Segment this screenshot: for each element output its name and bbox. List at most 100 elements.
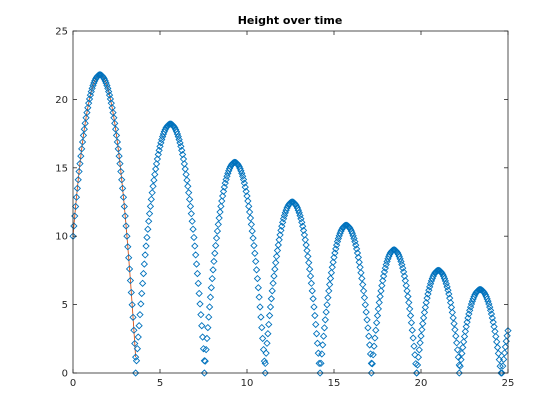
data-markers [69, 71, 512, 377]
data-point-marker [208, 274, 216, 283]
data-point-marker [111, 119, 119, 127]
data-point-marker [324, 294, 332, 302]
data-point-marker [149, 182, 157, 190]
data-point-marker [77, 152, 85, 160]
data-point-marker [152, 165, 160, 173]
y-tick-label: 25 [55, 27, 68, 38]
data-point-marker [132, 369, 140, 377]
data-point-marker [120, 202, 128, 211]
data-point-marker [306, 272, 315, 280]
data-point-marker [423, 294, 431, 302]
data-point-marker [266, 303, 275, 311]
data-point-marker [362, 308, 370, 316]
data-point-marker [185, 189, 193, 197]
data-point-marker [358, 274, 366, 283]
data-point-marker [220, 183, 229, 191]
data-point-marker [328, 263, 336, 271]
data-point-marker [399, 268, 408, 276]
data-point-marker [369, 351, 377, 359]
data-point-marker [138, 279, 147, 288]
data-point-marker [76, 159, 84, 168]
axes [72, 30, 509, 374]
data-point-marker [249, 234, 257, 242]
data-point-marker [245, 208, 254, 216]
data-point-marker [320, 324, 329, 332]
data-point-marker [84, 104, 92, 112]
data-point-marker [405, 298, 413, 307]
data-point-marker [303, 246, 311, 255]
data-point-marker [443, 283, 451, 291]
data-point-marker [494, 349, 503, 358]
data-point-marker [124, 243, 132, 251]
data-point-marker [306, 265, 314, 273]
data-point-marker [463, 318, 471, 326]
data-point-marker [145, 217, 153, 225]
data-point-marker [139, 269, 148, 278]
data-point-marker [451, 326, 459, 334]
axes-box [72, 30, 509, 374]
data-point-marker [234, 161, 242, 169]
data-point-marker [352, 241, 360, 249]
data-point-marker [308, 287, 316, 295]
data-point-marker [299, 222, 307, 230]
data-point-marker [215, 214, 223, 222]
data-point-marker [408, 326, 416, 334]
data-point-marker [176, 139, 184, 147]
data-point-marker [99, 73, 108, 82]
data-point-marker [458, 349, 466, 358]
data-point-marker [259, 334, 267, 343]
data-point-marker [497, 369, 505, 377]
data-point-marker [201, 357, 209, 365]
data-point-marker [376, 292, 384, 301]
data-point-marker [144, 225, 152, 233]
data-point-marker [252, 257, 260, 266]
y-tick-label: 0 [62, 369, 68, 380]
data-point-marker [125, 254, 133, 262]
data-point-marker [312, 320, 320, 329]
data-point-marker [483, 295, 491, 303]
data-point-marker [407, 319, 416, 327]
data-point-marker [450, 319, 458, 328]
data-point-marker [445, 290, 453, 298]
data-point-marker [204, 323, 212, 332]
data-point-marker [276, 231, 284, 239]
data-point-marker [442, 280, 450, 288]
data-point-marker [486, 303, 494, 311]
data-point-marker [113, 138, 122, 146]
data-point-marker [322, 308, 330, 316]
data-point-marker [207, 284, 215, 292]
data-point-marker [433, 266, 442, 275]
data-point-marker [417, 332, 425, 340]
data-point-marker [260, 357, 269, 365]
data-point-marker [323, 301, 331, 309]
data-point-marker [82, 114, 90, 122]
y-tick-label: 5 [62, 300, 68, 311]
data-point-marker [319, 341, 327, 349]
data-point-marker [421, 303, 429, 311]
data-point-marker [406, 311, 415, 320]
data-point-marker [151, 170, 159, 179]
data-point-marker [237, 167, 245, 175]
data-point-marker [70, 222, 78, 230]
data-point-marker [95, 71, 103, 79]
data-point-marker [265, 320, 273, 329]
data-point-marker [128, 301, 136, 309]
data-point-marker [399, 264, 407, 272]
data-point-marker [75, 167, 83, 176]
data-point-marker [172, 128, 181, 136]
data-point-marker [453, 346, 462, 354]
data-point-marker [361, 301, 369, 309]
data-point-marker [351, 238, 359, 246]
data-point-marker [148, 189, 156, 197]
data-point-marker [206, 293, 215, 301]
data-point-marker [267, 295, 275, 303]
data-point-marker [499, 362, 507, 370]
data-point-marker [462, 323, 470, 331]
data-point-marker [214, 220, 222, 229]
data-point-marker [152, 160, 161, 168]
data-point-marker [397, 257, 405, 266]
data-point-marker [264, 330, 272, 338]
data-point-marker [78, 138, 87, 146]
data-point-marker [141, 251, 149, 259]
data-point-marker [209, 266, 217, 274]
